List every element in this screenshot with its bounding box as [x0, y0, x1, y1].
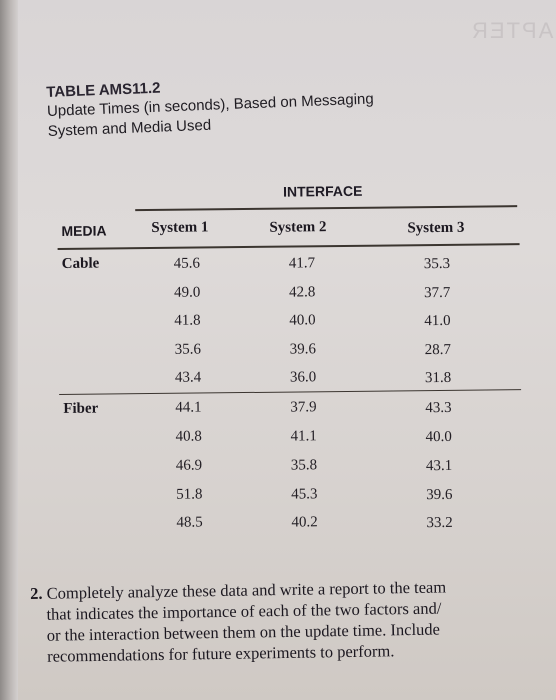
- data-table: INTERFACE MEDIA System 1 System 2 System…: [55, 0, 531, 560]
- table-cell: 41.1: [290, 428, 317, 445]
- table-cell: 33.2: [426, 514, 453, 532]
- column-header-system-2: System 2: [269, 219, 327, 236]
- table-cell: 40.0: [289, 312, 316, 329]
- table-cell: 40.0: [425, 428, 452, 446]
- table-cell: 41.7: [288, 255, 316, 272]
- table-cell: 44.1: [175, 399, 202, 416]
- table-cell: 43.4: [174, 369, 202, 386]
- table-cell: 28.7: [424, 341, 452, 359]
- table-cell: 36.0: [289, 369, 317, 386]
- table-cell: 43.1: [425, 457, 453, 475]
- table-cell: 35.3: [423, 255, 451, 273]
- table-cell: 43.3: [425, 399, 452, 417]
- table-cell: 49.0: [173, 284, 201, 301]
- question-number: 2.: [30, 583, 43, 603]
- table-cell: 45.3: [291, 486, 318, 503]
- table-cell: 42.8: [288, 284, 316, 301]
- table-cell: 35.6: [174, 341, 202, 358]
- table-cell: 40.2: [291, 514, 318, 531]
- table-cell: 48.5: [176, 514, 203, 531]
- table-cell: 37.7: [424, 284, 451, 302]
- table-cell: 37.9: [290, 399, 317, 416]
- column-header-system-1: System 1: [151, 219, 209, 237]
- table-cell: 46.9: [175, 457, 203, 474]
- interface-rule: [135, 205, 518, 211]
- table-cell: 40.8: [175, 428, 202, 445]
- group-divider-rule: [59, 389, 522, 396]
- factor-header-interface: INTERFACE: [282, 182, 363, 200]
- table-cell: 45.6: [173, 255, 201, 272]
- table-cell: 31.8: [424, 369, 452, 387]
- table-cell: 41.0: [424, 312, 451, 330]
- table-cell: 39.6: [289, 341, 317, 358]
- exercise-question: 2. Completely analyze these data and wri…: [30, 575, 551, 667]
- book-spine-shadow: [0, 0, 18, 700]
- row-factor-header-media: MEDIA: [61, 222, 107, 239]
- column-header-system-3: System 3: [407, 219, 465, 237]
- table-cell: 35.8: [290, 457, 318, 474]
- table-cell: 39.6: [426, 486, 453, 504]
- group-label-fiber: Fiber: [63, 400, 99, 417]
- table-cell: 51.8: [176, 486, 203, 503]
- group-label-cable: Cable: [61, 255, 100, 272]
- header-rule: [57, 243, 520, 250]
- table-cell: 41.8: [174, 312, 201, 329]
